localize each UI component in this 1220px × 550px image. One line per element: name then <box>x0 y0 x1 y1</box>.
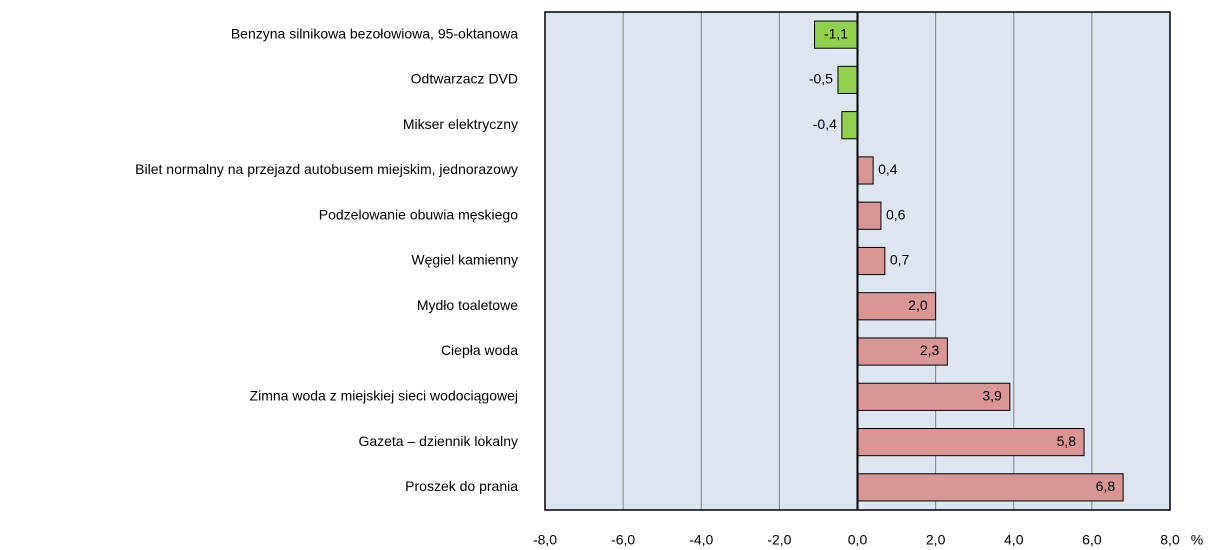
x-tick-label: 4,0 <box>1004 532 1024 548</box>
value-label: 0,4 <box>878 161 898 177</box>
category-label: Mydło toaletowe <box>417 297 518 313</box>
plot-border <box>544 11 1171 511</box>
category-label: Podzelowanie obuwia męskiego <box>319 206 518 222</box>
category-label: Mikser elektryczny <box>403 116 518 132</box>
bar <box>857 156 874 185</box>
category-label: Ciepła woda <box>441 342 518 358</box>
x-tick-label: 6,0 <box>1082 532 1102 548</box>
category-label: Bilet normalny na przejazd autobusem mie… <box>135 161 518 177</box>
value-label: -0,5 <box>809 71 833 87</box>
x-tick-label: 0,0 <box>848 532 868 548</box>
x-tick-label: -6,0 <box>611 532 635 548</box>
x-tick-label: 8,0 <box>1160 532 1180 548</box>
value-label: 0,6 <box>886 206 906 222</box>
category-label: Węgiel kamienny <box>411 252 518 268</box>
value-label: 2,3 <box>920 342 940 358</box>
value-label: 6,8 <box>1096 478 1116 494</box>
category-label: Zimna woda z miejskiej sieci wodociągowe… <box>250 388 518 404</box>
value-label: -1,1 <box>824 25 848 41</box>
bar <box>857 473 1124 502</box>
value-label: 5,8 <box>1057 433 1077 449</box>
x-tick-label: 2,0 <box>926 532 946 548</box>
value-label: 3,9 <box>982 388 1002 404</box>
category-label: Odtwarzacz DVD <box>411 71 518 87</box>
x-tick-label: -2,0 <box>767 532 791 548</box>
value-label: 0,7 <box>890 252 910 268</box>
bar <box>857 246 886 276</box>
category-label: Gazeta – dziennik lokalny <box>358 433 518 449</box>
bar <box>857 201 882 230</box>
x-axis-label: % <box>1191 532 1203 548</box>
x-tick-label: -4,0 <box>689 532 713 548</box>
x-tick-label: -8,0 <box>533 532 557 548</box>
value-label: -0,4 <box>813 116 837 132</box>
value-label: 2,0 <box>908 297 928 313</box>
category-label: Proszek do prania <box>405 478 518 494</box>
bar <box>857 428 1085 457</box>
bar <box>841 111 858 140</box>
category-label: Benzyna silnikowa bezołowiowa, 95-oktano… <box>231 25 518 41</box>
bar <box>837 65 858 94</box>
